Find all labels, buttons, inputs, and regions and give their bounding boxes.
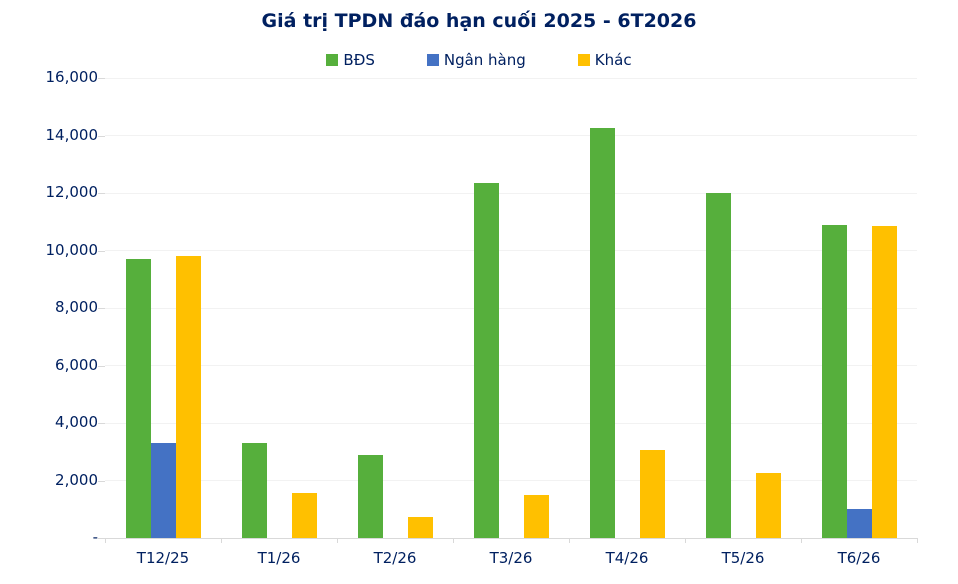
gridline-6000 — [105, 365, 917, 366]
x-axis-label-t3-26: T3/26 — [489, 549, 533, 567]
gridline-4000 — [105, 422, 917, 424]
bar-kh-c-t3-26 — [523, 495, 549, 538]
chart-title: Giá trị TPDN đáo hạn cuối 2025 - 6T2026 — [261, 10, 697, 32]
bar-b-s-t6-26 — [821, 225, 847, 538]
bar-b-s-t1-26 — [241, 443, 267, 538]
legend-swatch-bds-icon — [326, 54, 339, 66]
legend: BĐS Ngân hàng Khác — [0, 51, 958, 69]
legend-item-bds: BĐS — [326, 51, 375, 69]
x-tick-mark-1 — [221, 538, 222, 543]
legend-label-bds: BĐS — [343, 51, 375, 69]
x-axis-label-t6-26: T6/26 — [837, 549, 881, 567]
legend-label-ngan-hang: Ngân hàng — [443, 51, 526, 69]
bar-kh-c-t1-26 — [291, 493, 317, 538]
bar-b-s-t2-26 — [357, 455, 383, 538]
x-tick-mark-6 — [801, 538, 802, 543]
bar-b-s-t5-26 — [705, 193, 731, 538]
y-tick-label-14000: 14,000 — [45, 125, 99, 144]
y-tick-mark-14000 — [98, 135, 105, 137]
legend-label-khac: Khác — [594, 51, 632, 69]
y-tick-mark-2000 — [98, 480, 105, 482]
x-tick-mark-4 — [569, 538, 570, 543]
bar-ng-n-h-ng-t6-26 — [846, 509, 872, 538]
x-tick-mark-end — [917, 538, 918, 543]
y-tick-label-10000: 10,000 — [45, 240, 99, 259]
x-axis-label-t2-26: T2/26 — [373, 549, 417, 567]
x-tick-mark-5 — [685, 538, 686, 543]
legend-swatch-ngan-hang-icon — [426, 54, 439, 66]
gridline-8000 — [105, 307, 917, 309]
y-tick-label-0: - — [92, 528, 98, 546]
x-axis-label-t12-25: T12/25 — [136, 549, 190, 567]
bar-kh-c-t5-26 — [755, 473, 781, 538]
bar-b-s-t3-26 — [473, 183, 499, 538]
legend-swatch-khac-icon — [577, 54, 590, 66]
y-tick-label-2000: 2,000 — [55, 470, 98, 489]
bar-b-s-t12-25 — [125, 259, 151, 538]
y-tick-mark-6000 — [98, 365, 105, 367]
x-axis-line — [105, 538, 917, 539]
y-tick-label-12000: 12,000 — [45, 183, 99, 201]
bar-kh-c-t2-26 — [407, 517, 433, 538]
plot-area — [105, 77, 917, 539]
y-tick-mark-0 — [98, 538, 105, 539]
bar-kh-c-t4-26 — [639, 450, 665, 538]
x-tick-mark-3 — [453, 538, 454, 543]
gridline-12000 — [105, 192, 917, 194]
y-tick-mark-16000 — [98, 78, 105, 79]
x-tick-mark-2 — [337, 538, 338, 543]
gridline-16000 — [105, 77, 917, 79]
y-tick-label-6000: 6,000 — [55, 355, 98, 374]
y-tick-label-16000: 16,000 — [45, 68, 99, 86]
legend-item-ngan-hang: Ngân hàng — [426, 51, 526, 69]
gridline-2000 — [105, 480, 917, 481]
y-tick-mark-4000 — [98, 423, 105, 424]
bar-kh-c-t12-25 — [175, 256, 201, 538]
x-tick-mark-0 — [105, 538, 106, 543]
y-tick-mark-8000 — [98, 308, 105, 309]
y-tick-mark-12000 — [98, 193, 105, 194]
y-tick-label-8000: 8,000 — [55, 298, 98, 316]
x-axis-label-t1-26: T1/26 — [257, 549, 301, 567]
legend-item-khac: Khác — [577, 51, 632, 69]
y-tick-mark-10000 — [98, 250, 105, 252]
gridline-14000 — [105, 135, 917, 136]
x-axis-label-t4-26: T4/26 — [605, 549, 649, 567]
x-axis-label-t5-26: T5/26 — [721, 549, 765, 567]
bar-kh-c-t6-26 — [871, 226, 897, 538]
y-tick-label-4000: 4,000 — [55, 413, 98, 431]
gridline-10000 — [105, 250, 917, 251]
bar-ng-n-h-ng-t12-25 — [150, 443, 176, 538]
bar-b-s-t4-26 — [589, 128, 615, 538]
